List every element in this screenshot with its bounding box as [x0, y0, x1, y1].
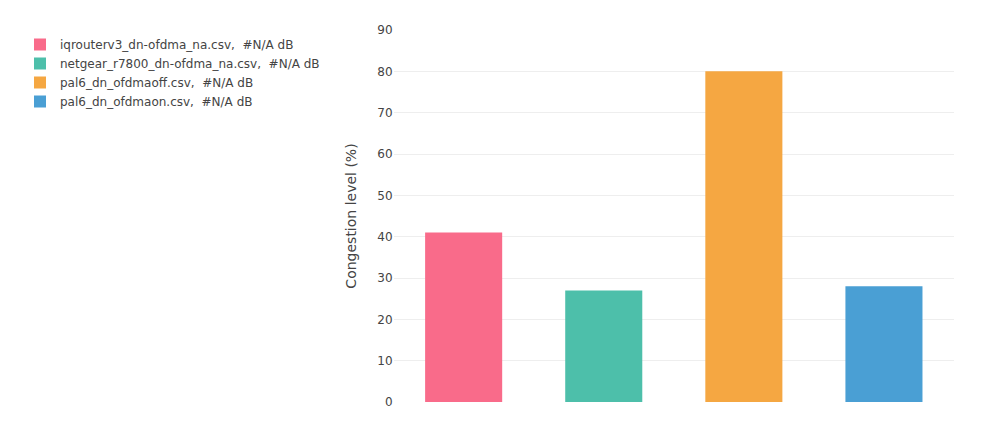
svg-text:30: 30 [377, 271, 392, 285]
svg-text:pal6_dn_ofdmaoff.csv, #N/A dB: pal6_dn_ofdmaoff.csv, #N/A dB [60, 76, 253, 90]
svg-text:iqrouterv3_dn-ofdma_na.csv, #: iqrouterv3_dn-ofdma_na.csv, #N/A dB [60, 38, 293, 52]
svg-text:0: 0 [385, 395, 393, 409]
svg-text:60: 60 [377, 147, 392, 161]
svg-text:netgear_r7800_dn-ofdma_na.csv,: netgear_r7800_dn-ofdma_na.csv, #N/A dB [60, 57, 320, 71]
svg-text:pal6_dn_ofdmaon.csv, #N/A dB: pal6_dn_ofdmaon.csv, #N/A dB [60, 95, 253, 109]
svg-text:20: 20 [377, 313, 392, 327]
svg-text:80: 80 [377, 65, 392, 79]
svg-text:10: 10 [377, 354, 392, 368]
svg-text:40: 40 [377, 230, 392, 244]
svg-text:90: 90 [377, 23, 392, 37]
svg-text:50: 50 [377, 189, 392, 203]
svg-text:70: 70 [377, 106, 392, 120]
svg-text:Congestion level (%): Congestion level (%) [343, 143, 359, 288]
